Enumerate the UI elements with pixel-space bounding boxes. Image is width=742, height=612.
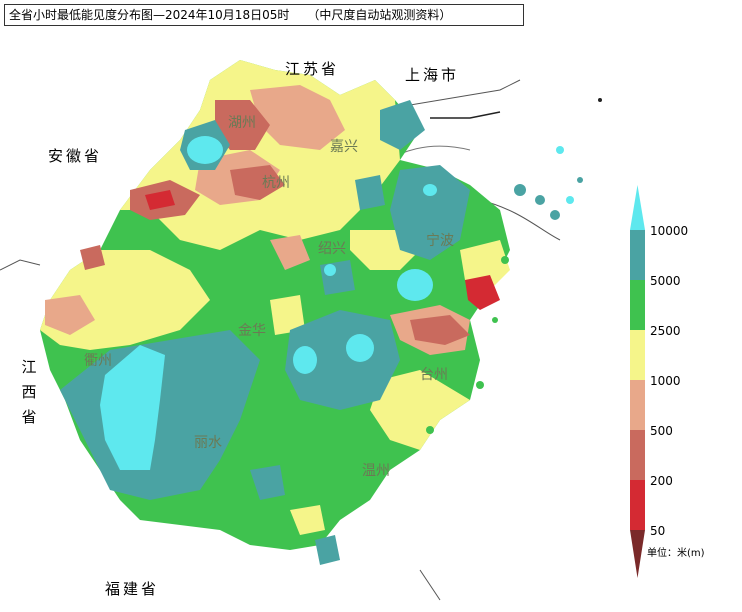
legend-swatch-5000-10000: [630, 230, 645, 280]
city-jiaxing: 嘉兴: [330, 139, 358, 155]
legend-label-500: 500: [650, 424, 673, 438]
legend-swatch-500-1000: [630, 380, 645, 430]
legend-label-5000: 5000: [650, 274, 681, 288]
label-fujian: 福建省: [105, 580, 160, 598]
city-hangzhou: 杭州: [262, 175, 290, 191]
label-anhui: 安徽省: [48, 147, 103, 165]
label-jiangxi-char-2: 西: [21, 383, 37, 401]
city-lishui: 丽水: [194, 435, 222, 451]
legend-label-1000: 1000: [650, 374, 681, 388]
label-shanghai: 上海市: [405, 66, 460, 84]
label-jiangxi-char-1: 江: [21, 358, 37, 376]
label-jiangsu: 江苏省: [285, 60, 340, 78]
legend-label-10000: 10000: [650, 224, 689, 238]
legend-swatch-1000-2500: [630, 330, 645, 380]
legend-colorbar: [630, 185, 645, 578]
city-huzhou: 湖州: [228, 115, 256, 131]
legend-swatch-50-200: [630, 480, 645, 530]
legend-label-2500: 2500: [650, 324, 681, 338]
legend-swatch-2500-5000: [630, 280, 645, 330]
islands: [426, 98, 602, 434]
map-title: 全省小时最低能见度分布图—2024年10月18日05时 （中尺度自动站观测资料）: [4, 4, 524, 26]
legend-swatch-gt10000: [630, 185, 645, 230]
label-jiangxi: 江 西 省: [20, 355, 38, 430]
legend-swatch-lt50: [630, 530, 645, 578]
city-shaoxing: 绍兴: [318, 241, 346, 257]
label-jiangxi-char-3: 省: [21, 408, 37, 426]
city-ningbo: 宁波: [426, 233, 454, 249]
legend-label-50: 50: [650, 524, 666, 538]
legend-swatch-200-500: [630, 430, 645, 480]
city-taizhou: 台州: [420, 367, 448, 383]
region-gt10000: [100, 136, 437, 470]
title-text: 全省小时最低能见度分布图—2024年10月18日05时: [9, 8, 290, 22]
city-jinhua: 金华: [238, 323, 266, 339]
region-50-200: [145, 190, 500, 310]
legend-label-200: 200: [650, 474, 673, 488]
source-note: （中尺度自动站观测资料）: [307, 8, 452, 22]
legend-unit: 单位：米(m): [647, 548, 705, 559]
city-quzhou: 衢州: [84, 353, 112, 369]
city-wenzhou: 温州: [362, 463, 390, 479]
